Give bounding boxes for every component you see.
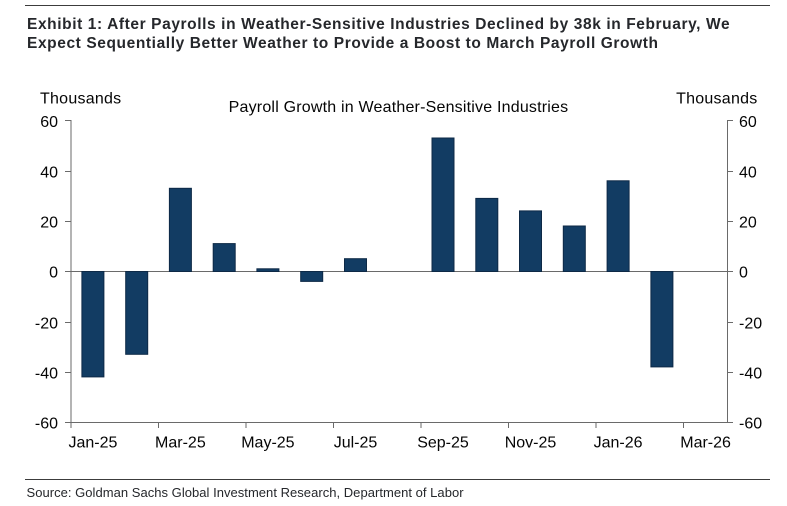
- svg-text:Payroll Growth in Weather-Sens: Payroll Growth in Weather-Sensitive Indu…: [229, 99, 569, 116]
- svg-text:Jul-25: Jul-25: [334, 435, 378, 452]
- svg-text:May-25: May-25: [241, 435, 294, 452]
- svg-text:Jan-25: Jan-25: [68, 435, 117, 452]
- svg-text:-40: -40: [35, 365, 58, 382]
- svg-text:40: 40: [739, 164, 757, 181]
- svg-text:Jan-26: Jan-26: [594, 435, 643, 452]
- svg-text:Thousands: Thousands: [676, 91, 757, 108]
- svg-text:0: 0: [739, 264, 748, 281]
- svg-text:-20: -20: [739, 315, 762, 332]
- svg-text:60: 60: [739, 114, 757, 131]
- svg-text:-40: -40: [739, 365, 762, 382]
- svg-text:60: 60: [40, 114, 58, 131]
- svg-text:Nov-25: Nov-25: [505, 435, 557, 452]
- svg-text:20: 20: [739, 214, 757, 231]
- svg-text:-60: -60: [739, 415, 762, 432]
- svg-text:-60: -60: [35, 415, 58, 432]
- svg-text:Sep-25: Sep-25: [417, 435, 469, 452]
- svg-text:Thousands: Thousands: [40, 91, 121, 108]
- svg-text:Mar-25: Mar-25: [155, 435, 206, 452]
- svg-text:40: 40: [40, 164, 58, 181]
- svg-text:-20: -20: [35, 315, 58, 332]
- svg-text:20: 20: [40, 214, 58, 231]
- svg-text:Mar-26: Mar-26: [680, 435, 731, 452]
- svg-text:0: 0: [49, 264, 58, 281]
